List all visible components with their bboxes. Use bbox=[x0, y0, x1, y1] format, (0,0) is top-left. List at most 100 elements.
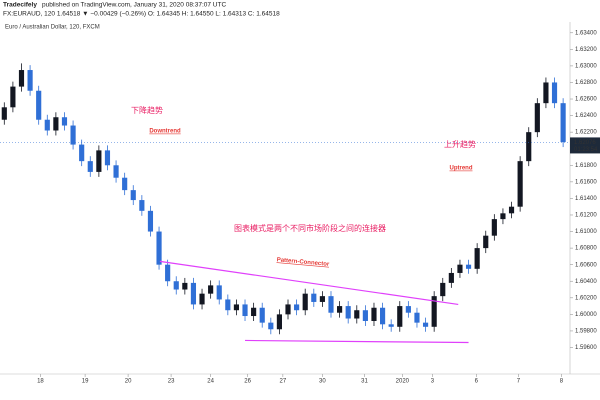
candle-body bbox=[414, 312, 420, 323]
candle-body bbox=[294, 304, 300, 311]
candle-body bbox=[397, 306, 403, 327]
annotation: Downtrend bbox=[149, 129, 181, 135]
candle-body bbox=[259, 307, 265, 323]
annotation: 上升趋势 bbox=[444, 139, 476, 149]
x-tick-label: 24 bbox=[207, 379, 214, 385]
candle-body bbox=[208, 285, 214, 294]
candle-body bbox=[18, 70, 25, 87]
y-tick-label: 1.62600 bbox=[575, 97, 597, 103]
candle-body bbox=[311, 293, 317, 302]
annotation: 图表模式是两个不同市场阶段之间的连接器 bbox=[234, 223, 386, 233]
candle-body bbox=[156, 231, 162, 265]
candle-body bbox=[53, 117, 59, 131]
chart-title: Euro / Australian Dollar, 120, FXCM bbox=[5, 25, 100, 31]
candle-body bbox=[104, 150, 111, 166]
x-tick-label: 20 bbox=[125, 379, 132, 385]
candle-body bbox=[431, 296, 437, 327]
candle-body bbox=[122, 177, 128, 191]
candle-body bbox=[1, 107, 7, 120]
y-tick-label: 1.61600 bbox=[575, 179, 597, 185]
price-label: 1.62076 bbox=[574, 140, 596, 146]
y-tick-label: 1.61200 bbox=[575, 213, 597, 219]
candle-body bbox=[182, 282, 188, 290]
y-tick-label: 1.59600 bbox=[575, 345, 597, 351]
candle-body bbox=[130, 190, 136, 201]
x-tick-label: 8 bbox=[560, 379, 564, 385]
candle-body bbox=[285, 304, 291, 315]
candle-body bbox=[44, 119, 50, 131]
price-box bbox=[570, 137, 600, 154]
published: published on TradingView.com, January 31… bbox=[42, 2, 226, 9]
candle-body bbox=[526, 132, 532, 162]
candle-body bbox=[543, 82, 549, 104]
candle-body bbox=[508, 206, 515, 214]
candle-body bbox=[10, 86, 16, 108]
y-tick-label: 1.62800 bbox=[575, 80, 597, 86]
candle-body bbox=[422, 322, 429, 327]
y-tick-label: 1.60200 bbox=[575, 295, 597, 301]
annotation: Pattern-Connector bbox=[276, 257, 330, 268]
y-tick-label: 1.62200 bbox=[575, 130, 597, 136]
candle-body bbox=[500, 213, 506, 220]
candle-body bbox=[362, 310, 368, 321]
x-tick-label: 18 bbox=[37, 379, 44, 385]
candle-body bbox=[113, 165, 119, 178]
x-tick-label: 3 bbox=[431, 379, 435, 385]
candle-body bbox=[388, 324, 394, 327]
candle-body bbox=[328, 296, 334, 313]
candle-body bbox=[87, 161, 93, 172]
candle-body bbox=[465, 264, 472, 269]
candle-body bbox=[448, 272, 454, 283]
candle-body bbox=[474, 248, 480, 269]
y-tick-label: 1.60000 bbox=[575, 312, 597, 318]
candle-body bbox=[268, 322, 274, 330]
y-tick-label: 1.60600 bbox=[575, 262, 597, 268]
plot: 1.59600 1.59800 1.60000 1.60200 1.60400 1.606… bbox=[0, 30, 597, 385]
trendline bbox=[245, 339, 469, 344]
candle-body bbox=[319, 296, 325, 302]
candle-body bbox=[337, 306, 343, 313]
candle-body bbox=[225, 299, 231, 311]
candle-body bbox=[61, 117, 68, 126]
candle-body bbox=[405, 306, 411, 313]
trendline bbox=[159, 260, 459, 306]
candle-body bbox=[96, 150, 102, 172]
y-tick-label: 1.62400 bbox=[575, 113, 597, 119]
candle-body bbox=[302, 293, 308, 311]
y-tick-label: 1.61400 bbox=[575, 196, 597, 202]
x-tick-label: 23 bbox=[168, 379, 175, 385]
candle-body bbox=[233, 304, 240, 311]
candle-body bbox=[354, 310, 360, 319]
annotation: Uptrend bbox=[450, 166, 473, 172]
candle-body bbox=[440, 282, 446, 297]
y-tick-label: 1.59800 bbox=[575, 329, 597, 335]
candle-body bbox=[560, 103, 566, 143]
x-tick-label: 30 bbox=[319, 379, 326, 385]
candle-body bbox=[190, 282, 197, 305]
y-tick-label: 1.63400 bbox=[575, 30, 597, 36]
candle-body bbox=[551, 82, 558, 104]
countdown: 01:23:54 bbox=[574, 147, 598, 153]
x-tick-label: 19 bbox=[82, 379, 89, 385]
x-tick-label: 6 bbox=[475, 379, 479, 385]
y-tick-label: 1.60400 bbox=[575, 279, 597, 285]
x-tick-label: 7 bbox=[517, 379, 521, 385]
candle-body bbox=[371, 307, 377, 321]
candle-body bbox=[491, 219, 497, 236]
candle-body bbox=[534, 103, 540, 133]
candle-body bbox=[457, 264, 463, 273]
author: Tradecifely bbox=[3, 2, 37, 9]
y-tick-label: 1.61800 bbox=[575, 163, 597, 169]
candle-body bbox=[199, 293, 205, 305]
candle-body bbox=[165, 264, 171, 282]
annotation: 下降趋势 bbox=[131, 105, 163, 115]
candle-body bbox=[216, 285, 222, 300]
x-tick-label: 27 bbox=[280, 379, 287, 385]
candle-body bbox=[483, 235, 489, 249]
candle-body bbox=[36, 90, 42, 120]
candle-body bbox=[276, 314, 282, 330]
candle-body bbox=[345, 306, 351, 319]
candle-body bbox=[517, 161, 523, 207]
